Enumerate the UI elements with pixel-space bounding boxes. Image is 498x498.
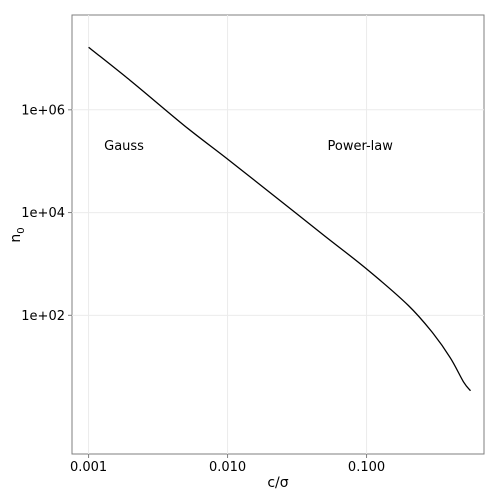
y-tick-label: 1e+06 — [21, 103, 65, 118]
x-tick-label: 0.001 — [70, 460, 107, 475]
plot-panel — [71, 14, 485, 455]
grid-lines — [72, 15, 484, 454]
x-axis-title: c/σ — [267, 475, 288, 491]
y-tick-label: 1e+04 — [21, 206, 65, 221]
x-axis: 0.001 0.010 0.100 — [70, 454, 385, 475]
y-axis-title: n0 — [8, 227, 27, 242]
series-line — [88, 46, 472, 392]
annotation-label: Power-law — [327, 139, 393, 154]
y-axis: 1e+02 1e+04 1e+06 — [21, 103, 72, 324]
x-tick-label: 0.010 — [209, 460, 246, 475]
y-axis-title-subscript: 0 — [16, 227, 27, 233]
annotations: Gauss Power-law — [104, 139, 393, 154]
series-lines — [88, 46, 472, 392]
annotation-label: Gauss — [104, 139, 144, 154]
x-tick-label: 0.100 — [348, 460, 385, 475]
y-axis-title-base: n — [8, 234, 24, 243]
y-tick-label: 1e+02 — [21, 309, 65, 324]
